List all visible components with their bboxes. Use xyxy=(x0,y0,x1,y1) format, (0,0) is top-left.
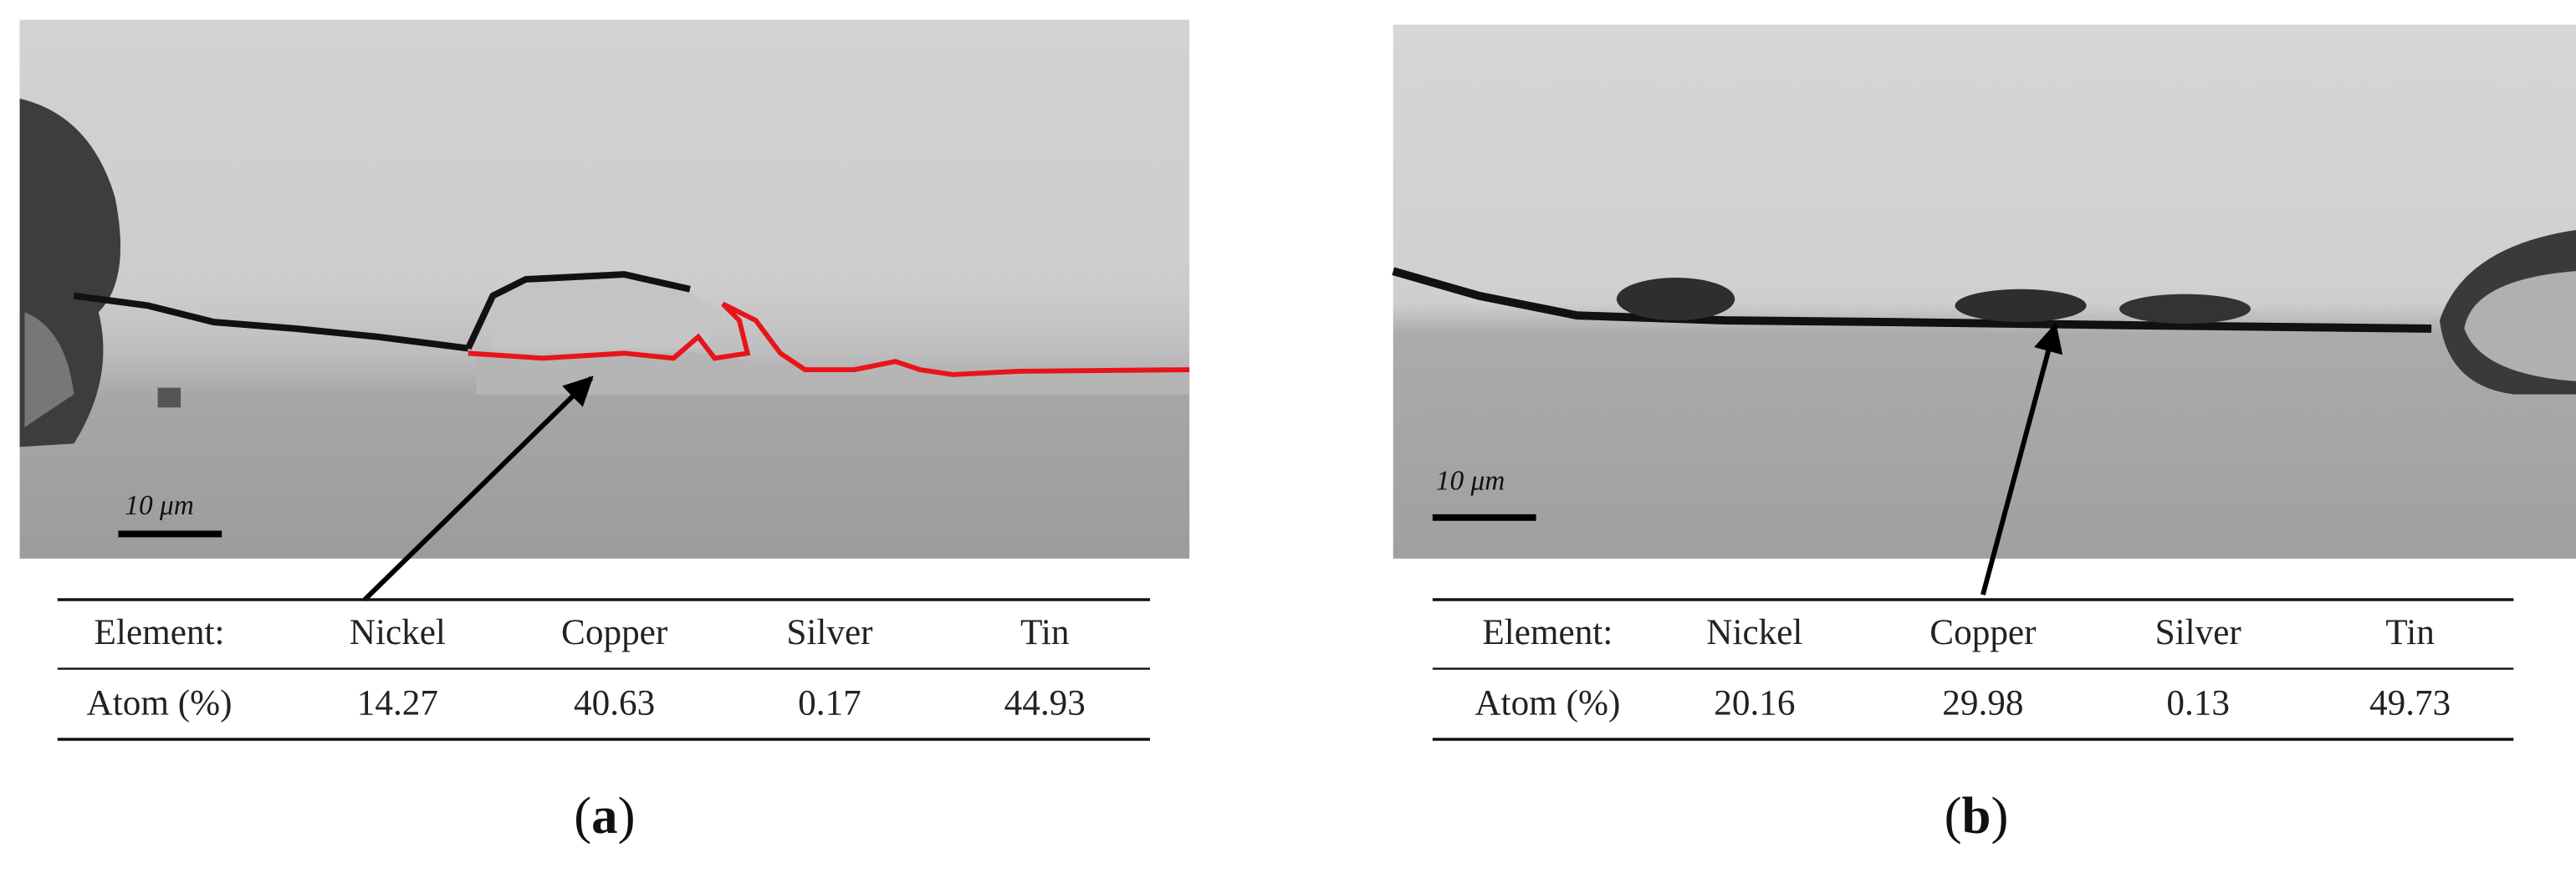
caption-part: a xyxy=(591,787,617,846)
table-header: Element: xyxy=(1482,612,1613,652)
table-header: Element: xyxy=(95,612,225,652)
table-cell: 20.16 xyxy=(1714,683,1795,723)
scale-bar-label: 10 μm xyxy=(125,490,194,521)
sem-image-a xyxy=(19,19,1190,559)
table-cell: 49.73 xyxy=(2369,683,2451,723)
arrow xyxy=(363,376,594,602)
table-header: Copper xyxy=(561,612,667,652)
table-cell: 44.93 xyxy=(1004,683,1086,723)
panel-caption: (b) xyxy=(1945,787,2009,846)
table-header: Tin xyxy=(2385,612,2434,652)
arrow xyxy=(1981,322,2063,595)
scale-bar-label: 10 μm xyxy=(1436,465,1505,496)
caption-part: ) xyxy=(1991,787,2009,846)
table-cell: 0.17 xyxy=(798,683,861,723)
sem-image-b xyxy=(1392,24,2576,559)
table-cell: 40.63 xyxy=(574,683,655,723)
tables: Element: Nickel Copper Silver Tin Atom (%) 14.… xyxy=(57,598,2514,846)
table-cell: 14.27 xyxy=(357,683,438,723)
caption-part: ( xyxy=(574,787,591,846)
table-header: Silver xyxy=(2155,612,2241,652)
table-header: Silver xyxy=(786,612,872,652)
caption-part: b xyxy=(1962,787,1991,846)
table-cell: 29.98 xyxy=(1942,683,2023,723)
caption-part: ) xyxy=(618,787,636,846)
table-cell: 0.13 xyxy=(2166,683,2230,723)
table-header: Nickel xyxy=(350,612,446,652)
table-cell: Atom (%) xyxy=(1475,683,1620,723)
table-header: Copper xyxy=(1929,612,2036,652)
table-header: Tin xyxy=(1020,612,1069,652)
table-header: Nickel xyxy=(1706,612,1802,652)
table-cell: Atom (%) xyxy=(87,683,233,723)
caption-part: ( xyxy=(1945,787,1962,846)
panel-caption: (a) xyxy=(574,787,635,846)
